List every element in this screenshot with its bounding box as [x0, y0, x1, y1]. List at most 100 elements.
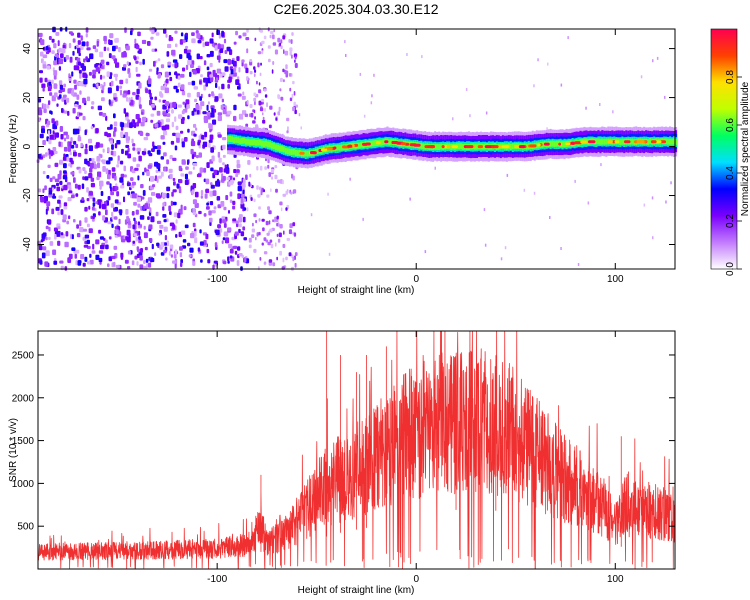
spectrogram-cell — [191, 153, 195, 159]
spectrogram-cell — [283, 230, 285, 235]
spectrogram-cell — [167, 43, 172, 49]
spectrogram-cell — [250, 197, 253, 201]
spectrogram-cell — [244, 257, 247, 263]
y-tick-label: 1500 — [12, 436, 35, 447]
spectrogram-cell — [51, 79, 54, 84]
spectrogram-cell — [267, 241, 271, 246]
spectrogram-cell — [96, 156, 101, 162]
spectrogram-cell — [560, 83, 563, 87]
ridge-cell — [296, 150, 299, 157]
spectrogram-cell — [166, 113, 171, 117]
spectrogram-cell — [141, 111, 144, 115]
spectrogram-cell — [42, 103, 47, 110]
spectrogram-cell — [218, 93, 223, 99]
spectrogram-cell — [166, 51, 170, 57]
spectrogram-cell — [120, 122, 125, 128]
spectrogram-cell — [88, 228, 93, 234]
spectrogram-cell — [160, 252, 165, 256]
spectrogram-cell — [109, 124, 113, 130]
spectrogram-cell — [287, 126, 289, 131]
spectrogram-cell — [143, 148, 147, 152]
spectrogram-cell — [62, 218, 66, 223]
spectrogram-cell — [187, 49, 192, 53]
ridge-peak — [588, 140, 596, 144]
spectrogram-cell — [130, 177, 134, 181]
spectrogram-cell — [172, 157, 177, 161]
y-tick-label: 2000 — [12, 393, 35, 404]
spectrogram-cell — [48, 100, 51, 105]
spectrogram-cell — [99, 143, 104, 148]
spectrogram-cell — [113, 93, 117, 98]
spectrogram-cell — [249, 71, 253, 75]
spectrogram-cell — [249, 173, 252, 178]
spectrogram-cell — [109, 183, 112, 189]
spectrogram-cell — [266, 194, 270, 198]
spectrogram-cell — [200, 259, 203, 263]
spectrogram-cell — [208, 123, 213, 130]
spectrogram-cell — [252, 222, 254, 227]
spectrogram-cell — [233, 104, 237, 111]
spectrogram-cell — [243, 207, 247, 211]
spectrogram-cell — [181, 159, 186, 165]
ridge-cell — [239, 138, 242, 145]
spectrogram-cell — [174, 249, 178, 255]
spectrogram-cell — [180, 84, 185, 90]
y-tick-label: -40 — [22, 237, 33, 252]
spectrogram-cell — [138, 82, 142, 89]
spectrogram-cell — [77, 152, 82, 157]
spectrogram-cell — [239, 223, 242, 228]
spectrogram-cell — [196, 110, 200, 115]
spectrogram-cell — [124, 174, 127, 178]
spectrogram-cell — [173, 212, 179, 218]
spectrogram-cell — [216, 196, 221, 201]
spectrogram-cell — [232, 218, 237, 222]
spectrogram-cell — [52, 123, 56, 130]
spectrogram-cell — [116, 85, 119, 92]
spectrogram-cell — [59, 202, 62, 208]
spectrogram-cell — [84, 256, 88, 262]
spectrogram-cell — [175, 219, 178, 224]
spectrogram-cell — [272, 34, 275, 40]
spectrogram-cell — [165, 118, 171, 123]
spectrogram-cell — [206, 202, 209, 206]
ridge-cell — [294, 150, 297, 156]
spectrogram-cell — [187, 82, 192, 85]
ridge-cell — [647, 139, 650, 146]
spectrogram-cell — [147, 164, 152, 169]
spectrogram-cell — [254, 37, 257, 42]
spectrogram-x-ticks: -100 0 100 — [207, 29, 624, 285]
spectrogram-cell — [77, 47, 81, 54]
spectrogram-cell — [82, 167, 86, 171]
spectrogram-cell — [89, 53, 94, 60]
spectrogram-cell — [53, 150, 58, 154]
spectrogram-cell — [289, 51, 292, 56]
spectrogram-cell — [172, 201, 177, 206]
spectrogram-cell — [537, 58, 539, 62]
spectrogram-cell — [168, 205, 172, 212]
spectrogram-cell — [504, 246, 507, 250]
spectrogram-cell — [294, 252, 298, 256]
spectrogram-cell — [640, 75, 643, 79]
spectrogram-cell — [293, 232, 297, 237]
spectrogram-cell — [277, 37, 281, 43]
spectrogram-cell — [142, 151, 145, 156]
spectrogram-cell — [148, 68, 153, 72]
spectrogram-cell — [241, 183, 246, 188]
spectrogram-cell — [79, 90, 82, 95]
spectrogram-cell — [101, 204, 106, 210]
spectrogram-cell — [207, 101, 210, 105]
spectrogram-cell — [140, 184, 144, 189]
spectrogram-cell — [232, 72, 237, 77]
spectrogram-cell — [52, 195, 57, 199]
spectrogram-cell — [113, 127, 117, 132]
spectrogram-cell — [109, 140, 113, 144]
spectrogram-cell — [74, 104, 78, 108]
spectrogram-cell — [82, 176, 85, 180]
spectrogram-cell — [261, 40, 265, 44]
spectrogram-cell — [92, 45, 97, 49]
spectrogram-cell — [72, 38, 76, 43]
spectrogram-cell — [162, 141, 166, 145]
spectrogram-cell — [238, 35, 242, 39]
spectrogram-cell — [232, 245, 238, 249]
spectrogram-cell — [78, 52, 81, 57]
